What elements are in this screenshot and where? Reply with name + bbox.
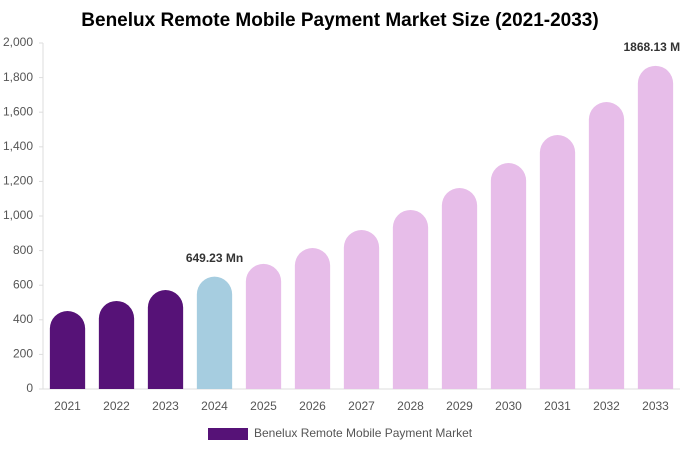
- y-tick-label: 1,400: [3, 139, 33, 153]
- bar: [392, 209, 429, 389]
- x-tick-label: 2023: [152, 399, 179, 413]
- bar: [588, 101, 625, 390]
- x-tick-label: 2022: [103, 399, 130, 413]
- y-tick-label: 0: [26, 381, 33, 395]
- bar: [343, 230, 380, 389]
- y-tick-label: 1,000: [3, 208, 33, 222]
- x-tick-label: 2024: [201, 399, 228, 413]
- y-tick-label: 400: [13, 312, 33, 326]
- bar: [441, 187, 478, 389]
- x-tick-label: 2030: [495, 399, 522, 413]
- bar: [294, 248, 331, 389]
- bar: [637, 65, 674, 390]
- x-tick-label: 2033: [642, 399, 669, 413]
- x-tick-label: 2029: [446, 399, 473, 413]
- x-tick-label: 2026: [299, 399, 326, 413]
- legend-swatch: [208, 428, 248, 440]
- x-tick-label: 2032: [593, 399, 620, 413]
- bar: [245, 263, 282, 389]
- bar: [490, 163, 527, 389]
- x-tick-label: 2021: [54, 399, 81, 413]
- bar: [98, 300, 135, 389]
- y-tick-label: 1,600: [3, 104, 33, 118]
- y-tick-label: 1,200: [3, 174, 33, 188]
- y-tick-label: 1,800: [3, 70, 33, 84]
- x-tick-label: 2025: [250, 399, 277, 413]
- bar: [539, 135, 576, 389]
- value-label: 1868.13 Mn: [623, 40, 680, 54]
- chart-title: Benelux Remote Mobile Payment Market Siz…: [81, 10, 598, 31]
- x-tick-label: 2027: [348, 399, 375, 413]
- value-label: 649.23 Mn: [186, 251, 243, 265]
- y-tick-label: 800: [13, 243, 33, 257]
- bar: [147, 290, 184, 389]
- y-tick-label: 600: [13, 277, 33, 291]
- y-tick-label: 2,000: [3, 35, 33, 49]
- x-tick-label: 2031: [544, 399, 571, 413]
- x-tick-label: 2028: [397, 399, 424, 413]
- legend-label: Benelux Remote Mobile Payment Market: [254, 426, 473, 440]
- y-tick-label: 200: [13, 347, 33, 361]
- bar: [196, 276, 233, 389]
- bar: [49, 310, 86, 389]
